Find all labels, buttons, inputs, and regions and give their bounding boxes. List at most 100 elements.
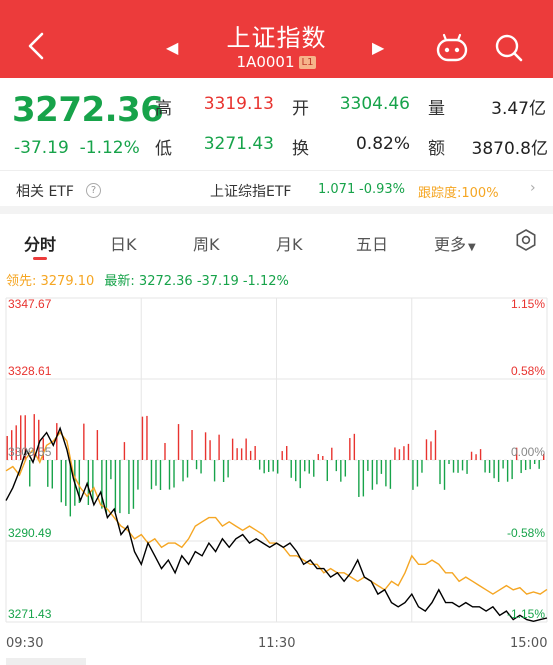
strength-bar	[236, 448, 238, 460]
strength-bar	[128, 460, 130, 514]
chart-tabs: 分时 日K 周K 月K 五日 更多 ▼	[0, 222, 553, 262]
volume-tab[interactable]	[6, 658, 86, 665]
strength-bar	[222, 460, 225, 482]
strength-bar	[497, 460, 500, 482]
strength-bar	[96, 430, 99, 460]
y-label-left: 3328.61	[8, 364, 52, 378]
strength-bar	[119, 460, 121, 514]
triangle-left-icon[interactable]: ◀	[166, 38, 179, 57]
strength-bar	[448, 460, 450, 464]
y-label-left: 3347.67	[8, 297, 52, 311]
strength-bar	[488, 460, 491, 473]
strength-bar	[344, 460, 347, 477]
tab-monthly-k[interactable]: 月K	[276, 235, 303, 254]
strength-bar	[137, 460, 139, 490]
strength-bar	[263, 460, 265, 474]
strength-bar	[407, 443, 410, 460]
strength-bar	[227, 460, 229, 478]
strength-bar	[65, 460, 67, 506]
low-value: 3271.43	[203, 134, 274, 154]
search-icon[interactable]	[494, 33, 524, 63]
tab-daily-k[interactable]: 日K	[110, 235, 137, 254]
strength-bar	[506, 460, 509, 482]
strength-bar	[475, 454, 477, 460]
tab-more-label: 更多	[434, 235, 467, 254]
triangle-right-icon[interactable]: ▶	[372, 38, 385, 57]
chart-grid	[5, 297, 548, 623]
tab-intraday[interactable]: 分时	[24, 235, 57, 254]
chevron-right-icon[interactable]: ›	[530, 180, 536, 196]
strength-bar	[101, 460, 103, 509]
chevron-left-icon[interactable]	[22, 28, 52, 64]
help-icon[interactable]: ?	[86, 183, 101, 198]
lead-legend: 领先: 3279.10	[6, 274, 95, 289]
strength-bar	[254, 446, 256, 460]
low-label: 低	[155, 139, 172, 159]
etf-change: -0.93%	[359, 182, 405, 197]
stock-code: 1A0001 L1	[0, 53, 553, 71]
strength-bar	[218, 434, 220, 460]
volume-label: 量	[428, 99, 445, 119]
settings-icon[interactable]	[514, 228, 538, 252]
strength-bar	[186, 460, 189, 478]
strength-bar	[430, 441, 432, 460]
strength-bar	[78, 460, 81, 504]
strength-bar	[258, 460, 261, 470]
strength-bar	[515, 447, 518, 460]
strength-bar	[362, 460, 365, 497]
strength-bar	[493, 460, 495, 479]
strength-bar	[389, 460, 392, 489]
strength-bar	[267, 460, 270, 472]
strength-bar	[173, 460, 175, 488]
strength-bar	[340, 460, 342, 482]
strength-bar	[51, 460, 53, 489]
related-etf-row[interactable]: 相关 ETF ? 上证综指ETF 1.071 -0.93% 跟踪度:100% ›	[0, 170, 553, 214]
strength-bar	[358, 460, 360, 497]
tab-five-day[interactable]: 五日	[356, 235, 389, 254]
y-label-right: 0.58%	[511, 364, 545, 378]
turnover-label: 换	[292, 139, 309, 159]
active-tab-indicator	[33, 257, 47, 260]
strength-bar	[371, 460, 374, 490]
open-label: 开	[292, 99, 309, 119]
strength-bar	[398, 449, 401, 460]
strength-bar	[38, 419, 40, 460]
strength-bar	[200, 460, 202, 474]
strength-bar	[484, 460, 486, 473]
level-badge: L1	[298, 56, 317, 69]
strength-bar	[47, 460, 49, 487]
current-price: 3272.36	[12, 90, 164, 130]
latest-legend: 最新: 3272.36 -37.19 -1.12%	[104, 274, 289, 289]
robot-icon[interactable]	[434, 32, 470, 64]
change-percent: -1.12%	[79, 138, 140, 158]
turnover-value: 0.82%	[355, 134, 410, 154]
quote-panel: 3272.36 -37.19 -1.12% 高 3319.13 开 3304.4…	[0, 78, 553, 168]
strength-bar	[240, 448, 243, 460]
chart-legend: 领先: 3279.10 最新: 3272.36 -37.19 -1.12%	[6, 270, 289, 289]
strength-bar	[349, 438, 351, 460]
tab-weekly-k[interactable]: 周K	[193, 235, 220, 254]
strength-bar	[24, 415, 26, 460]
strength-bar	[159, 460, 162, 490]
strength-bar	[520, 460, 522, 474]
strength-bar	[412, 460, 414, 490]
strength-bar	[452, 460, 455, 473]
strength-bar	[524, 460, 527, 471]
change-value: -37.19	[14, 138, 69, 158]
y-label-right: 1.15%	[511, 297, 545, 311]
strength-bar	[425, 439, 428, 460]
stock-code-text: 1A0001	[236, 53, 295, 71]
strength-bar	[105, 460, 108, 514]
tab-more[interactable]: 更多 ▼	[434, 231, 476, 255]
strength-bar	[313, 460, 315, 477]
strength-bar	[69, 460, 72, 517]
strength-bar	[20, 415, 22, 460]
etf-price: 1.071	[318, 182, 356, 197]
strength-bar	[353, 433, 356, 460]
intraday-chart[interactable]: 3347.67 1.15% 3328.61 0.58% 3309.55 0.00% 3290…	[0, 290, 553, 630]
strength-bar	[141, 416, 144, 460]
y-label-right: 0.00%	[511, 445, 545, 459]
strength-bar	[367, 460, 369, 471]
price-line	[5, 426, 548, 623]
chart-lines	[5, 426, 548, 623]
